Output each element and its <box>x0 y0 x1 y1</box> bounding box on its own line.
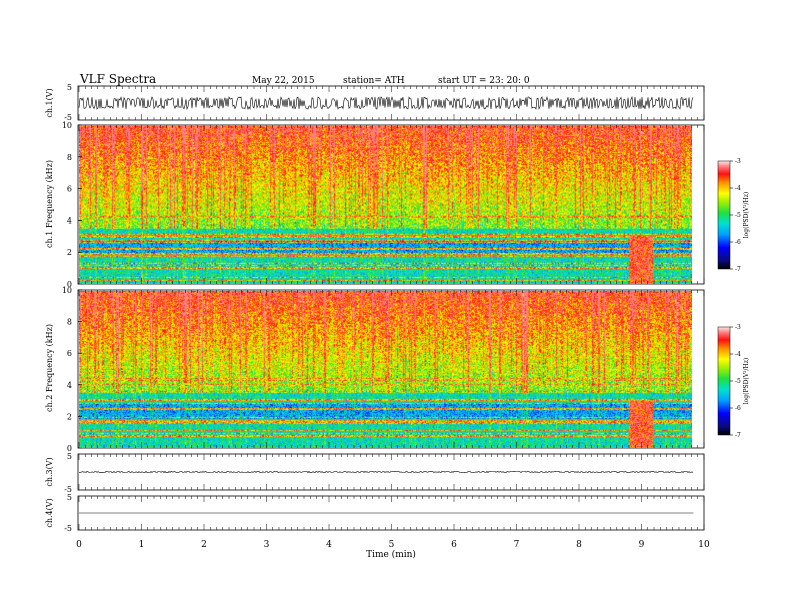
ch2-colorbar-label: log(PSD(V²/Hz) <box>743 358 750 405</box>
ch1-spectrogram-image <box>79 126 692 283</box>
ch1-waveform-panel: 5 -5 ch.1(V) <box>45 83 705 122</box>
ytick-label: 8 <box>67 318 72 327</box>
colorbar-tick-label: -4 <box>735 185 741 192</box>
ytick-label: 4 <box>67 216 72 225</box>
ch3-ytick-top: 5 <box>67 452 72 461</box>
x-tick-label: 7 <box>514 540 520 550</box>
colorbar-tick-label: -6 <box>735 239 741 246</box>
ytick-label: 2 <box>67 412 72 421</box>
ch3-ytick-bottom: -5 <box>64 485 72 494</box>
ch1-colorbar-label: log(PSD(V²/Hz) <box>743 192 750 239</box>
ch4-waveform-frame <box>77 495 705 531</box>
ch1-waveform-frame <box>77 85 705 121</box>
ch1-waveform-trace <box>78 95 694 111</box>
ytick-label: 6 <box>67 349 72 358</box>
ch4-ytick-top: 5 <box>67 493 72 502</box>
ytick-label: 10 <box>62 121 72 130</box>
ch2-spectrogram-yticks: 0 2 4 6 8 10 <box>62 286 82 453</box>
colorbar-tick-label: -4 <box>735 351 741 358</box>
colorbar-tick-label: -6 <box>735 405 741 412</box>
colorbar-tick-label: -3 <box>735 158 741 165</box>
colorbar-tick-label: -7 <box>735 266 741 273</box>
ch3-waveform-trace <box>79 470 694 474</box>
x-tick-label: 5 <box>389 540 395 550</box>
ch2-spectrogram-ylabel: ch.2 Frequency (kHz) <box>45 324 54 412</box>
ch4-ytick-bottom: -5 <box>64 524 72 533</box>
colorbar-tick-label: -3 <box>735 324 741 331</box>
x-axis-label: Time (min) <box>366 549 416 560</box>
colorbar-tick-label: -5 <box>735 212 741 219</box>
x-tick-label: 0 <box>76 540 82 550</box>
colorbar-tick-label: -5 <box>735 378 741 385</box>
ch2-colorbar <box>717 326 731 436</box>
x-tick-label: 2 <box>201 540 207 550</box>
date-label: May 22, 2015 <box>252 76 315 86</box>
ch3-waveform-frame <box>77 453 705 491</box>
x-axis-ticks <box>78 86 705 530</box>
colorbar-tick-label: -7 <box>735 432 741 439</box>
x-tick-label: 3 <box>264 540 270 550</box>
ch2-colorbar-ticks: -3 -4 -5 -6 -7 <box>730 324 741 439</box>
start-time-label: start UT = 23: 20: 0 <box>438 76 530 86</box>
ytick-label: 2 <box>67 248 72 257</box>
x-tick-label: 8 <box>576 540 582 550</box>
ch3-waveform-panel: 5 -5 ch.3(V) <box>45 452 705 494</box>
ytick-label: 4 <box>67 381 72 390</box>
ch4-waveform-ylabel: ch.4(V) <box>45 498 54 527</box>
figure-title: VLF Spectra <box>79 72 156 86</box>
ch1-colorbar <box>717 160 731 270</box>
ytick-label: 10 <box>62 286 72 295</box>
ch1-ytick-bottom: -5 <box>64 113 72 122</box>
ytick-label: 0 <box>67 280 72 289</box>
x-tick-label: 4 <box>326 540 332 550</box>
ch1-ytick-top: 5 <box>67 83 72 92</box>
ch1-spectrogram-ylabel: ch.1 Frequency (kHz) <box>45 160 54 248</box>
x-axis-tick-labels: 0 1 2 3 4 5 6 7 8 9 10 <box>76 540 710 550</box>
x-tick-label: 10 <box>698 540 710 550</box>
ch3-waveform-ylabel: ch.3(V) <box>45 457 54 486</box>
ch1-waveform-ylabel: ch.1(V) <box>45 88 54 117</box>
ch4-waveform-panel: 5 -5 ch.4(V) <box>45 493 705 533</box>
x-tick-label: 6 <box>451 540 457 550</box>
ytick-label: 6 <box>67 185 72 194</box>
ch1-spectrogram-yticks: 0 2 4 6 8 10 <box>62 121 82 289</box>
x-tick-label: 9 <box>639 540 645 550</box>
ytick-label: 8 <box>67 153 72 162</box>
ytick-label: 0 <box>67 444 72 453</box>
ch2-spectrogram-frame <box>77 289 705 449</box>
x-tick-label: 1 <box>139 540 145 550</box>
ch1-spectrogram-frame <box>77 124 705 285</box>
ch2-spectrogram-image <box>79 291 692 447</box>
ch1-colorbar-ticks: -3 -4 -5 -6 -7 <box>730 158 741 273</box>
station-label: station= ATH <box>343 76 405 86</box>
